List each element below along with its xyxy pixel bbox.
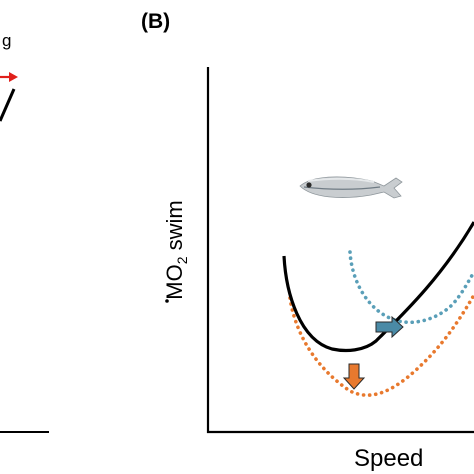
y-label-suffix: swim: [162, 200, 187, 256]
orange-down-arrow: [342, 363, 366, 390]
blue-right-arrow: [375, 315, 404, 339]
left-panel-partial-label: g: [2, 31, 11, 50]
x-axis-label: Speed: [354, 445, 423, 472]
y-label-subscript: 2: [174, 256, 190, 264]
left-red-arrow: [0, 72, 18, 82]
panel-label: (B): [141, 10, 170, 33]
y-label-prefix: M: [162, 281, 187, 299]
y-label-overdot: [165, 299, 169, 303]
left-panel: g: [0, 31, 49, 433]
y-axis-label: MO2 swim: [162, 200, 190, 299]
baseline-solid-curve: [282, 221, 474, 353]
fish-icon: [299, 176, 403, 199]
y-label-o: O: [162, 264, 187, 281]
blue-dotted-curve: [348, 250, 474, 325]
right-panel: (B) MO2 swim Speed: [141, 10, 474, 472]
left-curve-fragment: [0, 88, 16, 122]
